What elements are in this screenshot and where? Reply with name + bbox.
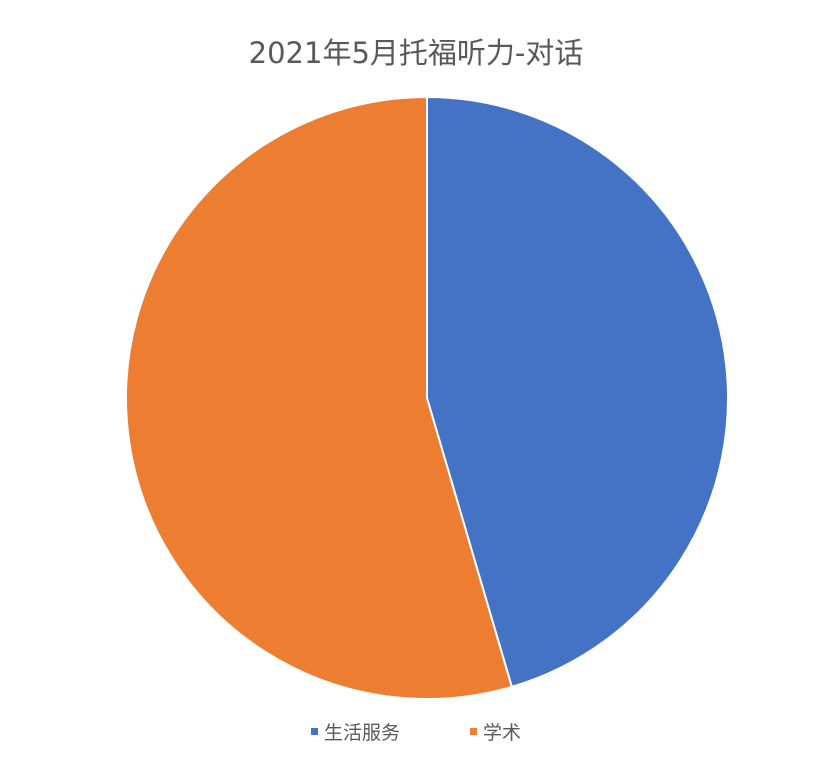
legend-label: 生活服务 [323,722,400,744]
legend-item-academic: 学术 [470,718,521,745]
chart-title: 2021年5月托福听力-对话 [248,36,584,70]
legend: 生活服务 学术 [0,718,832,745]
legend-label: 学术 [483,722,522,744]
pie-slice-1 [124,95,514,700]
legend-swatch [470,728,477,735]
legend-swatch [310,728,318,735]
legend-item-life-services: 生活服务 [310,718,400,745]
pie-slice-0 [426,95,729,689]
